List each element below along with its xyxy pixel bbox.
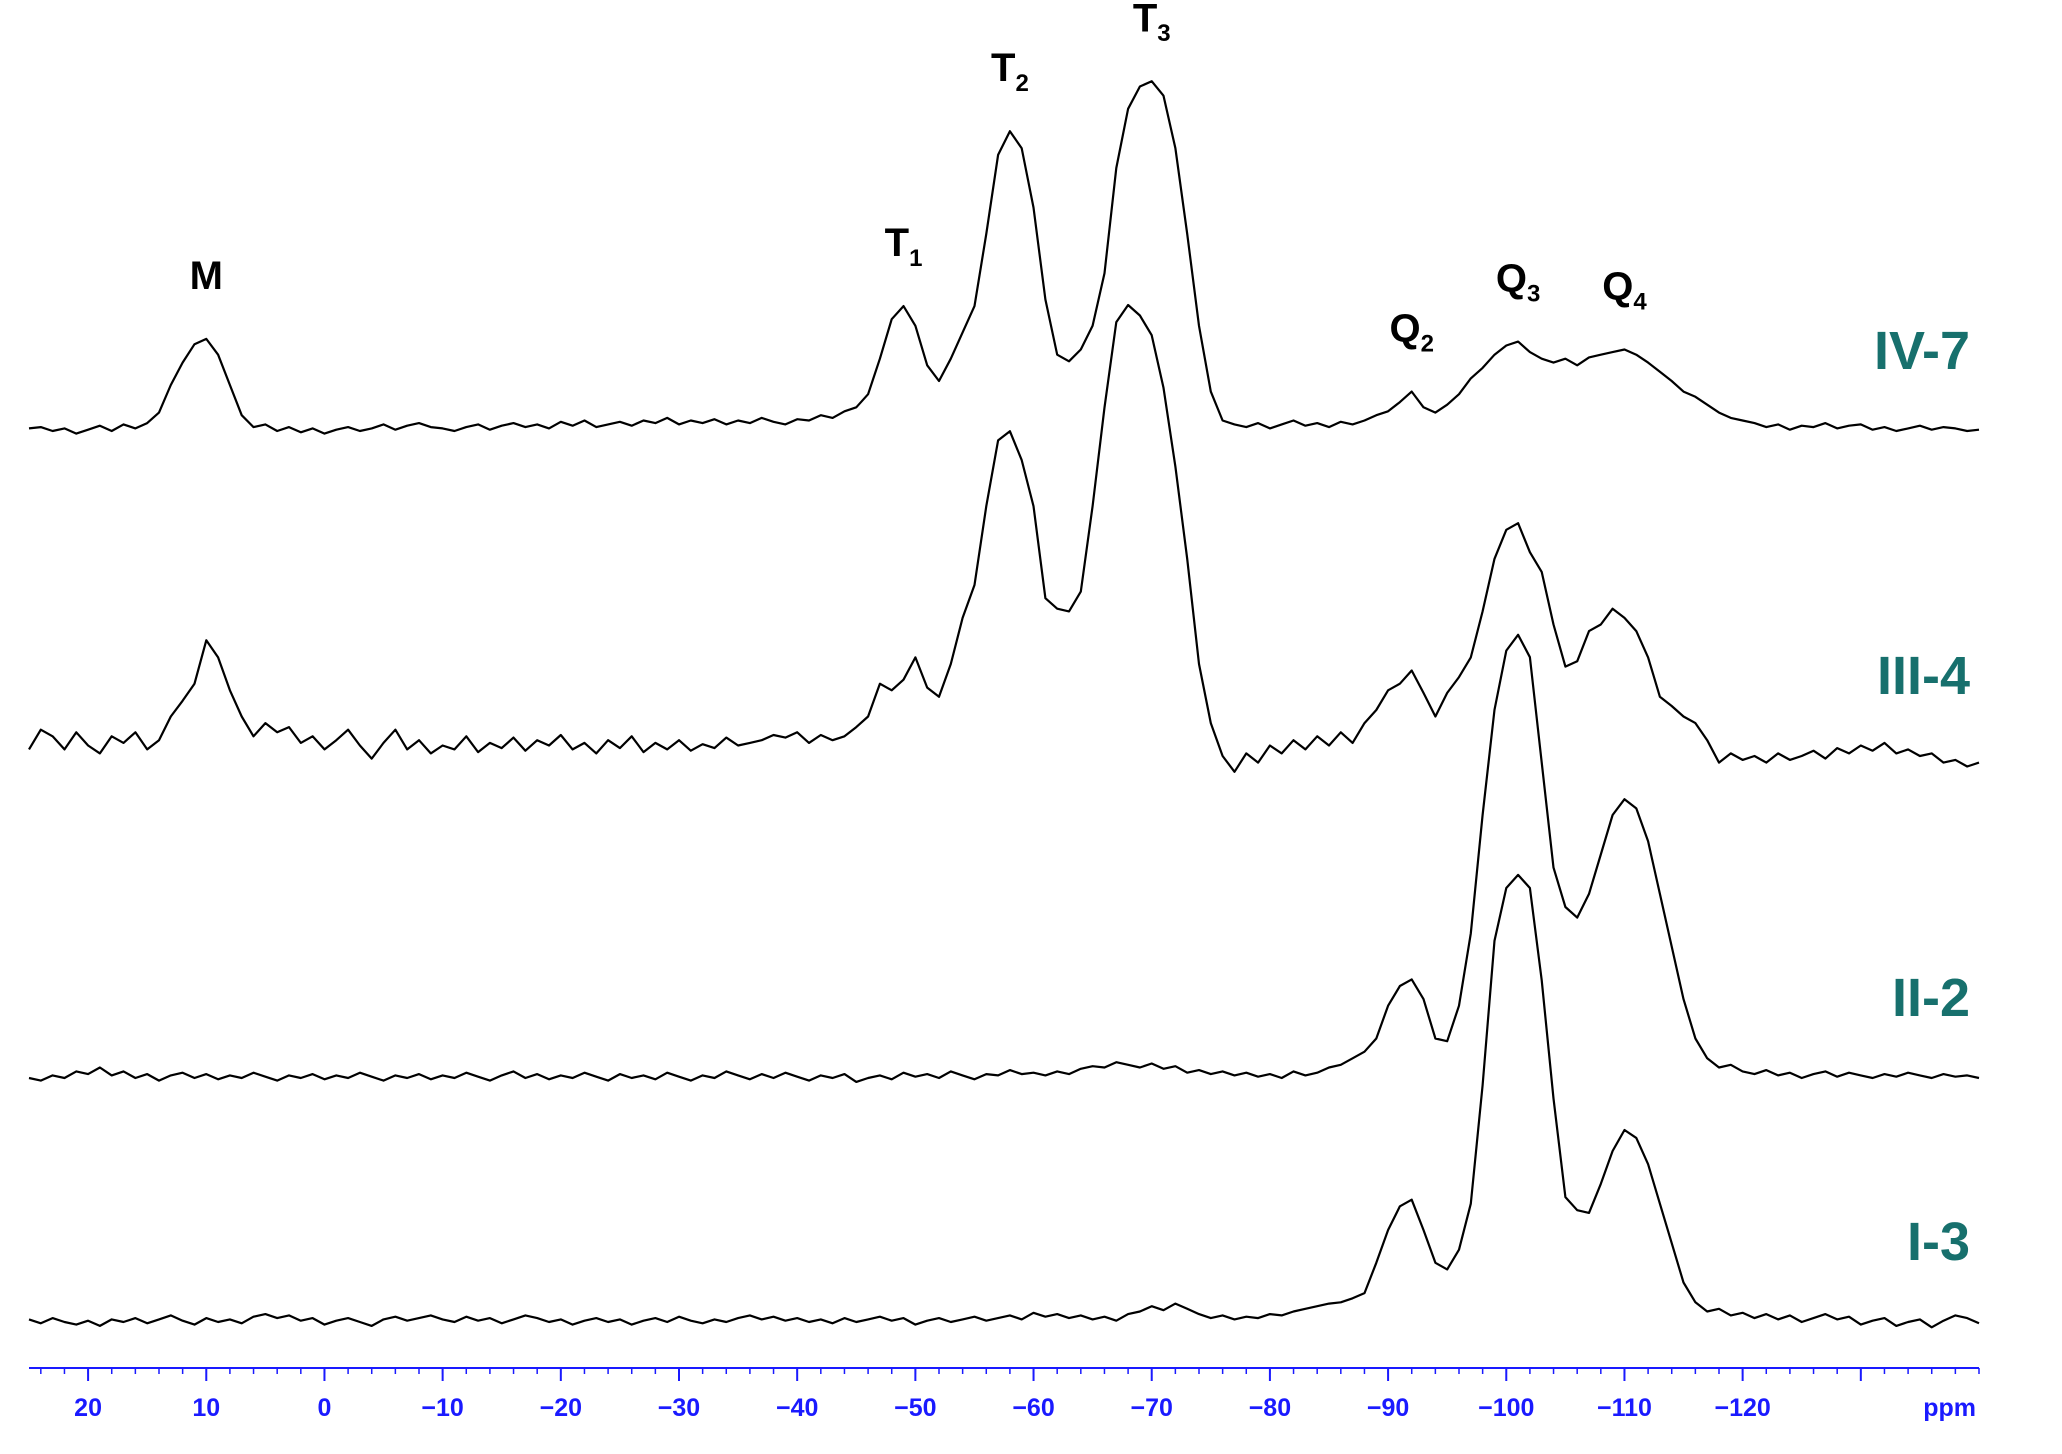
peak-label: M xyxy=(190,254,223,298)
peak-label-text: T xyxy=(1133,0,1157,40)
peak-label-text: Q xyxy=(1602,265,1633,309)
peak-label-sub: 3 xyxy=(1527,281,1540,308)
series-label: II-2 xyxy=(1892,968,1970,1028)
series-label: I-3 xyxy=(1907,1212,1970,1272)
spectrum xyxy=(28,303,1980,773)
x-tick-label: −40 xyxy=(776,1394,818,1422)
series-label: III-4 xyxy=(1877,646,1970,706)
x-tick-label: 10 xyxy=(192,1394,220,1422)
series-label: IV-7 xyxy=(1874,321,1970,381)
peak-label-text: T xyxy=(885,221,909,265)
peak-label: Q2 xyxy=(1389,307,1433,358)
peak-label: T1 xyxy=(885,221,923,272)
peak-label-text: Q xyxy=(1389,307,1420,351)
peak-label-sub: 4 xyxy=(1633,289,1647,316)
x-tick-label: −60 xyxy=(1012,1394,1054,1422)
spectrum xyxy=(28,80,1980,435)
x-axis-label: ppm xyxy=(1923,1394,1976,1422)
x-tick-label: −100 xyxy=(1478,1394,1534,1422)
x-tick-label: −90 xyxy=(1367,1394,1409,1422)
peak-label-text: Q xyxy=(1496,257,1527,301)
x-tick-label: −20 xyxy=(540,1394,582,1422)
x-tick-label: −30 xyxy=(658,1394,700,1422)
peak-label-text: T xyxy=(991,46,1015,90)
x-tick-label: −80 xyxy=(1249,1394,1291,1422)
peak-label: Q4 xyxy=(1602,265,1647,316)
x-tick-label: −10 xyxy=(421,1394,463,1422)
spectrum xyxy=(28,633,1980,1083)
peak-label-sub: 2 xyxy=(1015,70,1028,97)
x-tick-label: −110 xyxy=(1597,1394,1652,1422)
x-tick-label: 0 xyxy=(318,1394,332,1422)
peak-label: T3 xyxy=(1133,0,1171,47)
peak-label-text: M xyxy=(190,254,223,298)
x-tick-label: −70 xyxy=(1131,1394,1173,1422)
x-tick-label: −120 xyxy=(1714,1394,1770,1422)
peak-label-sub: 2 xyxy=(1421,331,1434,358)
peak-label-sub: 3 xyxy=(1157,20,1170,47)
x-tick-label: −50 xyxy=(894,1394,936,1422)
peak-label: Q3 xyxy=(1496,257,1540,308)
spectrum xyxy=(28,873,1980,1329)
x-tick-label: 20 xyxy=(74,1394,102,1422)
peak-label: T2 xyxy=(991,46,1029,97)
peak-label-sub: 1 xyxy=(909,245,922,272)
